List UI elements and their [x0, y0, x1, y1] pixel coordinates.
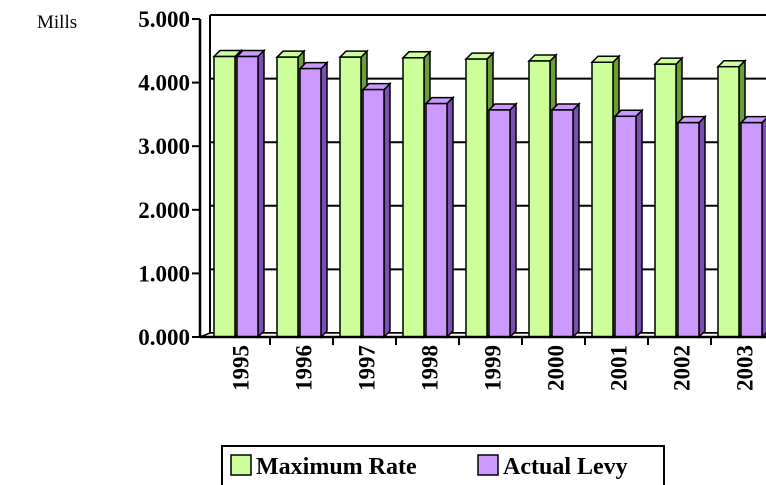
bar-actual-levy	[488, 109, 511, 338]
x-tick-label: 2000	[543, 345, 568, 391]
bar-maximum-rate	[213, 55, 236, 338]
bar-maximum-rate	[276, 56, 299, 338]
bar-side-actual-levy	[572, 102, 580, 339]
x-tick-label: 1999	[480, 345, 505, 391]
bar-side-actual-levy	[698, 114, 706, 339]
bar-maximum-rate	[591, 61, 614, 338]
bar-top-actual-levy	[298, 61, 329, 70]
y-tick-label: 1.000	[138, 261, 190, 286]
x-tick-label: 1997	[354, 345, 379, 391]
bar-top-actual-levy	[550, 103, 581, 111]
bar-actual-levy	[614, 115, 637, 338]
legend: Maximum Rate Actual Levy	[221, 445, 665, 485]
x-tick-label: 1996	[291, 345, 316, 391]
x-tick-label: 2003	[732, 345, 757, 391]
bar-top-actual-levy	[424, 96, 455, 105]
y-tick-label: 3.000	[138, 134, 190, 159]
bar-actual-levy	[362, 88, 385, 338]
bar-top-maximum-rate	[275, 50, 306, 58]
bar-maximum-rate	[465, 58, 488, 338]
x-tick-label: 1995	[228, 345, 253, 391]
legend-swatch-actual-levy	[477, 454, 499, 476]
bar-maximum-rate	[717, 65, 740, 338]
legend-box	[221, 445, 665, 485]
bar-actual-levy	[740, 121, 763, 338]
bar-top-actual-levy	[676, 115, 707, 124]
bar-top-maximum-rate	[338, 50, 369, 58]
y-tick-label: 5.000	[138, 7, 190, 32]
y-tick-label: 0.000	[138, 325, 190, 350]
bar-top-maximum-rate	[590, 55, 621, 63]
bar-top-maximum-rate	[653, 57, 684, 65]
bar-top-actual-levy	[361, 82, 392, 91]
bar-side-actual-levy	[446, 95, 454, 339]
bar-actual-levy	[236, 55, 259, 338]
x-tick-label: 2001	[606, 345, 631, 391]
bar-actual-levy	[551, 109, 574, 338]
bar-actual-levy	[425, 102, 448, 338]
bar-maximum-rate	[402, 57, 425, 338]
x-tick-label: 1998	[417, 345, 442, 391]
bar-top-actual-levy	[487, 103, 518, 111]
bar-maximum-rate	[339, 56, 362, 338]
y-tick-label: 4.000	[138, 71, 190, 96]
bar-maximum-rate	[654, 63, 677, 338]
bar-top-maximum-rate	[464, 52, 495, 60]
legend-label-maximum-rate: Maximum Rate	[256, 454, 417, 480]
bar-top-actual-levy	[613, 109, 644, 118]
bar-top-actual-levy	[235, 49, 266, 58]
legend-label-actual-levy: Actual Levy	[503, 454, 628, 480]
bar-actual-levy	[677, 121, 700, 338]
bar-side-actual-levy	[320, 60, 328, 339]
bar-side-actual-levy	[635, 108, 643, 339]
bar-maximum-rate	[528, 60, 551, 338]
y-tick-label: 2.000	[138, 198, 190, 223]
bar-side-actual-levy	[257, 48, 265, 339]
bar-top-maximum-rate	[716, 59, 747, 68]
legend-swatch-maximum-rate	[230, 454, 252, 476]
bar-side-actual-levy	[383, 81, 391, 339]
bar-actual-levy	[299, 67, 322, 338]
bar-top-maximum-rate	[527, 54, 558, 62]
y-axis-label: Mills	[37, 12, 77, 33]
plot-area: 1995 1996 1997 1998 1999 2000 2001 2002 2003 0.00…	[138, 7, 766, 391]
bar-top-maximum-rate	[401, 51, 432, 59]
bar-side-actual-levy	[509, 102, 517, 339]
x-tick-label: 2002	[669, 345, 694, 391]
